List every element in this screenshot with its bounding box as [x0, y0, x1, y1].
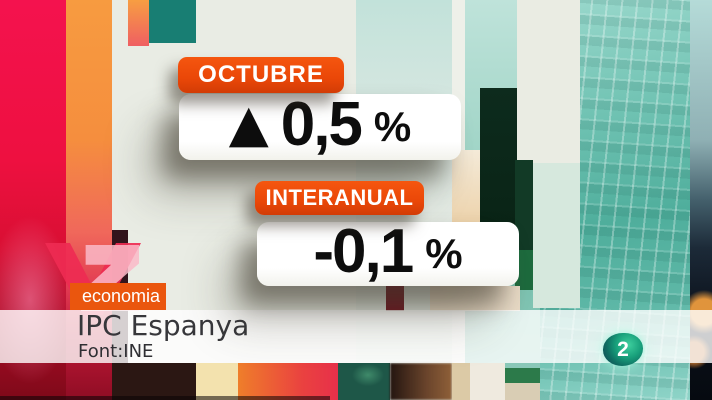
bg-bottom-orange-red-block	[238, 363, 338, 400]
bg-beige-block	[430, 286, 520, 311]
channel-number: 2	[617, 338, 629, 361]
annual-value-box: -0,1 %	[257, 217, 519, 286]
monthly-value: 0,5	[280, 90, 363, 159]
bg-bottom-brown-blur	[390, 363, 452, 400]
bg-bottom-green-chip	[505, 368, 540, 383]
bg-peach-block	[452, 150, 480, 236]
source-credit: Font:INE	[78, 341, 154, 362]
bg-teal-square	[149, 0, 196, 43]
bg-right-dark-slab	[690, 0, 712, 400]
monthly-value-box: ▲ 0,5 %	[179, 94, 461, 160]
lower-third-band	[0, 310, 712, 363]
annual-percent-sign: %	[425, 230, 463, 277]
up-triangle-icon: ▲	[228, 94, 269, 154]
bg-bright-green-segment	[515, 250, 533, 290]
bg-bottom-cream-column	[196, 363, 238, 400]
bg-bottom-dark-blur	[112, 363, 196, 400]
bg-orange-square	[128, 0, 149, 46]
bg-dark-red-fragment	[386, 283, 404, 311]
bg-mint-block	[533, 163, 580, 308]
bg-bottom-beige-chip	[505, 383, 540, 400]
headline-title: IPC Espanya	[77, 309, 250, 342]
annual-value: -0,1	[313, 217, 414, 286]
bg-bottom-dark-teal-block	[338, 363, 390, 400]
bg-bottom-beige-strip	[452, 363, 470, 400]
category-tag: economia	[70, 283, 166, 310]
bg-bottom-dark-edge	[0, 396, 330, 400]
bg-dark-green-block	[480, 88, 517, 225]
bg-bottom-cream-strip	[470, 363, 505, 400]
bg-offwhite-rect	[517, 0, 580, 163]
octubre-label: OCTUBRE	[178, 57, 344, 93]
channel-2-logo: 2	[603, 333, 643, 366]
interanual-label: INTERANUAL	[255, 181, 424, 215]
monthly-percent-sign: %	[373, 103, 412, 150]
